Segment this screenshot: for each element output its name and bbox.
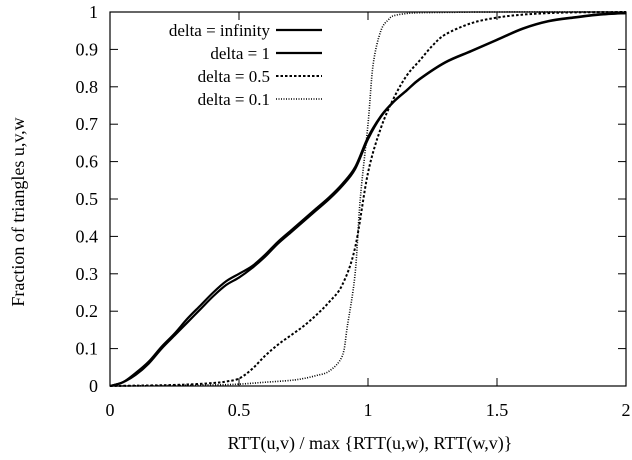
y-axis-title: Fraction of triangles u,v,w <box>8 117 28 306</box>
series-line-4 <box>109 11 627 387</box>
y-tick-label: 0.6 <box>76 152 99 172</box>
legend: delta = infinity delta = 1 delta = 0.5 delt… <box>169 21 322 109</box>
y-tick-label: 0.7 <box>76 114 99 134</box>
y-tick-label: 0.9 <box>76 39 99 59</box>
x-axis-title: RTT(u,v) / max {RTT(u,w), RTT(w,v)} <box>228 433 513 454</box>
y-tick-label: 0.2 <box>76 301 99 321</box>
series-lines <box>109 11 627 388</box>
y-tick-label: 0.4 <box>76 226 99 246</box>
legend-label: delta = 1 <box>210 44 270 63</box>
legend-label: delta = 0.5 <box>198 67 270 86</box>
x-tick-label: 0 <box>106 400 115 420</box>
legend-label: delta = infinity <box>169 21 271 40</box>
series-line-1 <box>109 12 627 388</box>
y-tick-label: 1 <box>89 2 98 22</box>
series-line-2 <box>109 12 627 388</box>
x-tick-label: 2 <box>622 400 631 420</box>
plot-frame <box>109 11 627 387</box>
y-tick-label: 0.8 <box>76 77 99 97</box>
x-tick-label: 1.5 <box>486 400 509 420</box>
y-tick-label: 0.1 <box>76 339 99 359</box>
axes: 0 0.5 1 1.5 2 0 0.1 0.2 0.3 0.4 0.5 0.6 0.7 0.8 0.9 1 <box>76 2 631 420</box>
legend-label: delta = 0.1 <box>198 90 270 109</box>
y-tick-label: 0 <box>89 376 98 396</box>
y-tick-label: 0.5 <box>76 189 99 209</box>
x-tick-label: 1 <box>364 400 373 420</box>
y-tick-label: 0.3 <box>76 264 99 284</box>
x-tick-label: 0.5 <box>228 400 251 420</box>
series-line-3 <box>109 11 627 387</box>
